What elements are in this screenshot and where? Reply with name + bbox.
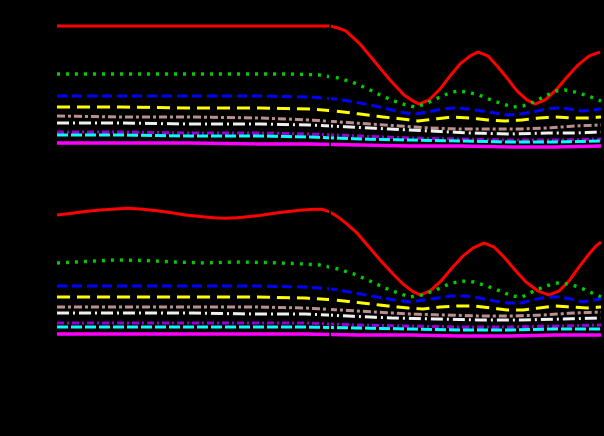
series-top-magenta-solid-line — [57, 141, 602, 149]
series-top-green-dotted-line — [57, 72, 602, 109]
series-top-cyan-dashed-line — [57, 133, 602, 144]
series-top-violet-dashdot-line — [57, 130, 602, 142]
series-bottom-yellow-dashed-line — [57, 295, 602, 312]
series-top-red-solid-line — [57, 24, 601, 106]
series-bottom-red-solid-line — [56, 206, 602, 297]
series-bottom-violet-dashdot-line — [57, 321, 602, 329]
panel-top — [56, 8, 602, 168]
panel-bottom — [56, 200, 602, 352]
series-top-rosybrown-dashdot-line — [56, 114, 602, 131]
series-bottom-magenta-solid-line — [57, 332, 601, 338]
series-top-white-dashdot-line — [57, 121, 602, 136]
series-top-blue-dashed-line — [57, 94, 602, 117]
series-bottom-green-dotted-line — [56, 258, 602, 299]
series-bottom-blue-dashed-line — [57, 284, 602, 305]
series-bottom-cyan-dashed-line — [57, 325, 601, 332]
series-bottom-white-dashdot-line — [57, 311, 602, 322]
series-bottom-rosybrown-dashdot-line — [57, 305, 602, 318]
